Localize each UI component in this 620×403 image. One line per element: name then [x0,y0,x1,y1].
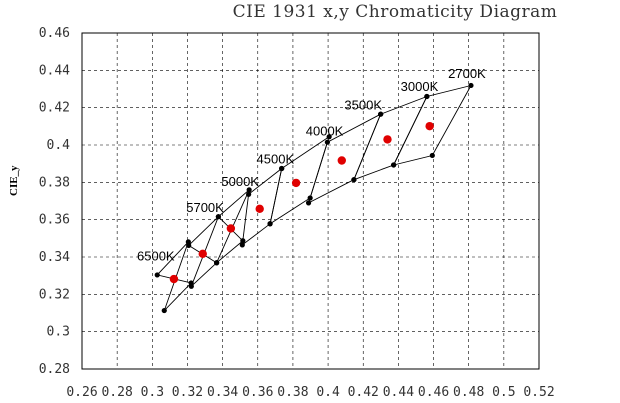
x-tick-label: 0.38 [277,385,308,400]
y-tick-label: 0.42 [39,101,70,116]
y-tick-label: 0.36 [39,213,70,228]
x-tick-label: 0.44 [383,385,414,400]
center-point [337,156,346,165]
vertex-point [378,111,384,117]
plot-border [81,32,540,370]
x-tick-label: 0.26 [66,385,97,400]
x-tick-label: 0.36 [242,385,273,400]
vertex-point [267,221,273,227]
vertex-point [429,152,435,159]
x-tick-label: 0.28 [101,385,132,400]
vertex-point [215,214,221,220]
quadrangle-4000K [269,135,330,225]
vertex-point [307,195,313,201]
x-tick-label: 0.3 [141,385,164,400]
vertex-point [239,242,245,248]
center-point [425,121,434,131]
chart-title: CIE 1931 x,y Chromaticity Diagram [232,2,558,22]
cct-label: 6500K [137,249,175,264]
x-tick-label: 0.46 [418,385,449,400]
x-tick-label: 0.42 [348,385,379,400]
y-tick-label: 0.46 [39,26,70,41]
cct-label: 3000K [401,79,439,94]
vertex-point [186,242,192,249]
vertex-point [279,165,285,172]
y-tick-label: 0.38 [39,175,70,190]
center-point [383,135,392,144]
vertex-point [246,187,252,193]
center-point [226,224,236,233]
vertex-point [468,82,474,89]
center-point [169,274,179,284]
x-tick-label: 0.4 [316,385,340,400]
cct-label: 3500K [344,98,382,113]
x-tick-label: 0.48 [453,385,484,400]
vertex-point [188,283,194,289]
vertex-point [214,260,220,266]
center-point [198,249,207,259]
cct-label: 5000K [221,174,259,189]
vertex-point [326,134,332,140]
y-tick-label: 0.4 [47,138,71,153]
vertex-point [351,177,357,183]
cct-label: 2700K [448,66,486,81]
vertex-point [246,191,252,197]
y-tick-label: 0.32 [39,287,70,302]
vertex-point [391,162,397,168]
y-tick-label: 0.3 [47,325,70,340]
cct-label: 4500K [257,152,295,167]
y-tick-label: 0.44 [39,63,70,78]
cct-label: 4000K [306,124,344,139]
x-tick-label: 0.32 [172,385,203,400]
center-point [255,204,264,214]
vertex-point [305,200,312,206]
vertex-point [324,139,330,145]
vertex-point [424,93,430,100]
cct-label: 5700K [186,200,224,215]
vertex-point [154,272,160,278]
x-tick-label: 0.52 [523,385,554,400]
vertex-point [161,307,167,314]
y-tick-label: 0.28 [39,362,70,377]
vertex-point [240,238,246,244]
center-point [291,178,301,188]
x-tick-label: 0.34 [207,385,238,400]
y-tick-label: 0.34 [39,250,70,265]
x-tick-label: 0.5 [492,385,515,400]
